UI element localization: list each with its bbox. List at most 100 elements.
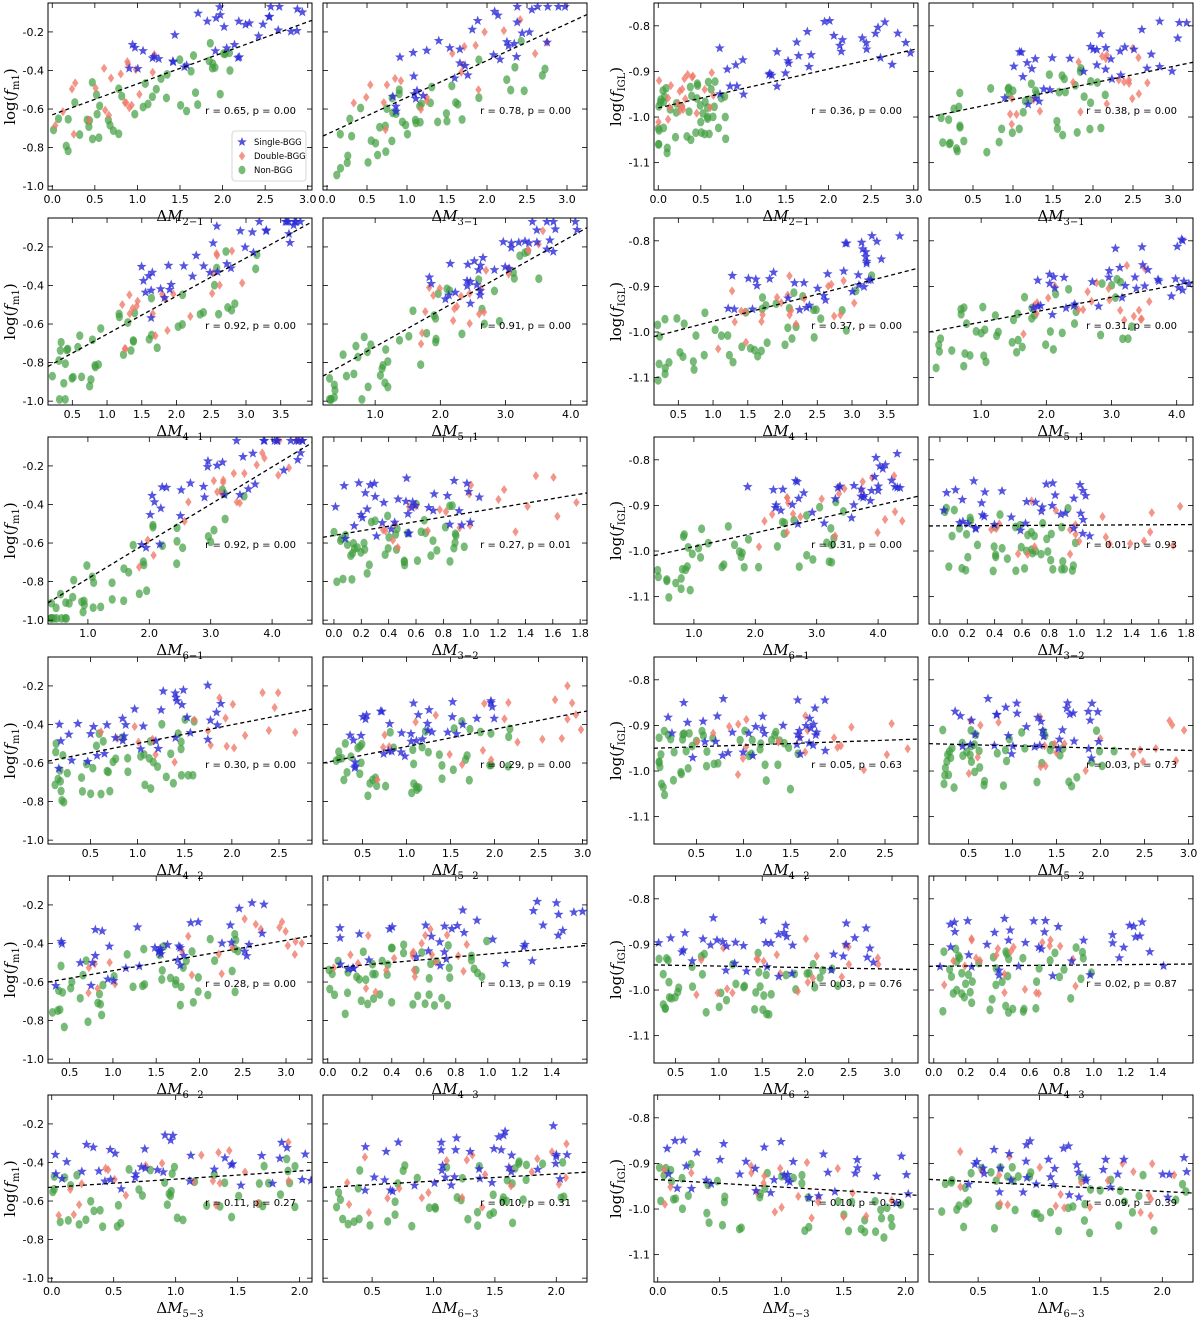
single-point bbox=[211, 221, 222, 231]
single-point bbox=[424, 272, 435, 282]
single-point bbox=[136, 539, 147, 549]
x-tick-label: 1.0 bbox=[167, 1285, 185, 1298]
single-point bbox=[1081, 1173, 1091, 1183]
double-point bbox=[213, 250, 221, 260]
single-point bbox=[1028, 302, 1039, 313]
single-point bbox=[950, 706, 961, 716]
single-point bbox=[261, 225, 272, 236]
x-tick-label: 1.4 bbox=[543, 1066, 561, 1079]
non-point bbox=[211, 956, 219, 966]
single-point bbox=[160, 1129, 170, 1140]
single-point bbox=[225, 919, 236, 930]
x-axis-label: ΔM5−3 bbox=[156, 1299, 203, 1319]
correlation-stat: r = 0.78, p = 0.00 bbox=[480, 106, 571, 117]
double-point bbox=[726, 721, 733, 732]
single-point bbox=[876, 253, 887, 264]
single-point bbox=[887, 59, 898, 69]
single-point bbox=[542, 244, 552, 254]
double-point bbox=[1135, 53, 1142, 63]
single-point bbox=[238, 451, 248, 461]
single-point bbox=[750, 721, 761, 731]
single-point bbox=[408, 71, 419, 81]
single-point bbox=[259, 899, 269, 909]
single-point bbox=[808, 719, 819, 729]
double-point bbox=[275, 470, 282, 480]
non-point bbox=[1101, 90, 1109, 100]
single-point bbox=[1107, 937, 1118, 948]
non-point bbox=[75, 1219, 83, 1229]
non-point bbox=[148, 92, 157, 102]
double-point bbox=[436, 283, 443, 293]
double-point bbox=[363, 92, 370, 102]
single-point bbox=[824, 15, 835, 26]
non-point bbox=[330, 990, 339, 1000]
single-point bbox=[1093, 736, 1104, 746]
single-point bbox=[90, 924, 101, 934]
single-point bbox=[422, 718, 433, 728]
single-point bbox=[489, 264, 500, 275]
x-tick-label: 2.5 bbox=[518, 193, 536, 206]
svg-text:log(fm1): log(fm1) bbox=[1, 68, 22, 125]
non-point bbox=[153, 343, 161, 353]
non-point bbox=[381, 550, 389, 560]
non-point bbox=[64, 146, 72, 156]
single-point bbox=[153, 743, 164, 753]
x-tick-label: 1.5 bbox=[176, 847, 194, 860]
double-point bbox=[573, 497, 580, 508]
single-point bbox=[764, 68, 775, 78]
single-point bbox=[976, 497, 987, 508]
non-point bbox=[1020, 292, 1029, 302]
single-point bbox=[747, 304, 758, 314]
single-point bbox=[819, 518, 830, 528]
single-point bbox=[191, 250, 202, 260]
non-point bbox=[1098, 761, 1106, 771]
single-point bbox=[818, 290, 829, 300]
single-point bbox=[63, 729, 74, 739]
x-tick-label: 0.0 bbox=[319, 1066, 337, 1079]
double-point bbox=[345, 1199, 353, 1210]
non-point bbox=[992, 980, 1000, 990]
single-point bbox=[209, 1164, 220, 1174]
double-point bbox=[381, 730, 388, 740]
non-point bbox=[672, 578, 680, 588]
single-point bbox=[1154, 16, 1165, 26]
single-point bbox=[1130, 272, 1140, 282]
non-point bbox=[364, 791, 372, 801]
single-point bbox=[132, 921, 143, 932]
non-point bbox=[474, 1221, 482, 1231]
single-point bbox=[1073, 1191, 1084, 1202]
single-point bbox=[1006, 512, 1017, 522]
single-point bbox=[159, 292, 170, 303]
non-point bbox=[448, 501, 456, 511]
non-point bbox=[168, 1169, 176, 1179]
non-point bbox=[1086, 1184, 1095, 1194]
double-point bbox=[875, 959, 882, 969]
non-point bbox=[721, 112, 729, 122]
non-point bbox=[226, 66, 234, 75]
non-point bbox=[64, 1215, 72, 1225]
non-point bbox=[703, 1208, 711, 1218]
double-point bbox=[997, 1199, 1004, 1209]
double-point bbox=[818, 494, 825, 504]
x-tick-label: 1.5 bbox=[442, 847, 460, 860]
single-point bbox=[557, 925, 568, 935]
x-tick-label: 1.0 bbox=[773, 1285, 791, 1298]
x-tick-label: 1.5 bbox=[486, 1285, 504, 1298]
non-point bbox=[669, 1194, 678, 1204]
y-tick-label: -1.0 bbox=[23, 1272, 44, 1285]
non-point bbox=[363, 568, 371, 578]
single-point bbox=[356, 509, 367, 519]
single-point bbox=[335, 959, 346, 969]
single-point bbox=[442, 490, 453, 500]
x-tick-label: 2.0 bbox=[141, 627, 159, 640]
y-axis-label: log(fIGL) bbox=[607, 940, 628, 999]
single-point bbox=[130, 1172, 141, 1182]
single-point bbox=[140, 1163, 151, 1173]
double-point bbox=[831, 531, 839, 541]
single-point bbox=[428, 505, 439, 515]
single-point bbox=[781, 931, 792, 941]
single-point bbox=[989, 519, 1000, 529]
x-tick-label: 0.5 bbox=[354, 847, 372, 860]
non-point bbox=[683, 562, 691, 571]
